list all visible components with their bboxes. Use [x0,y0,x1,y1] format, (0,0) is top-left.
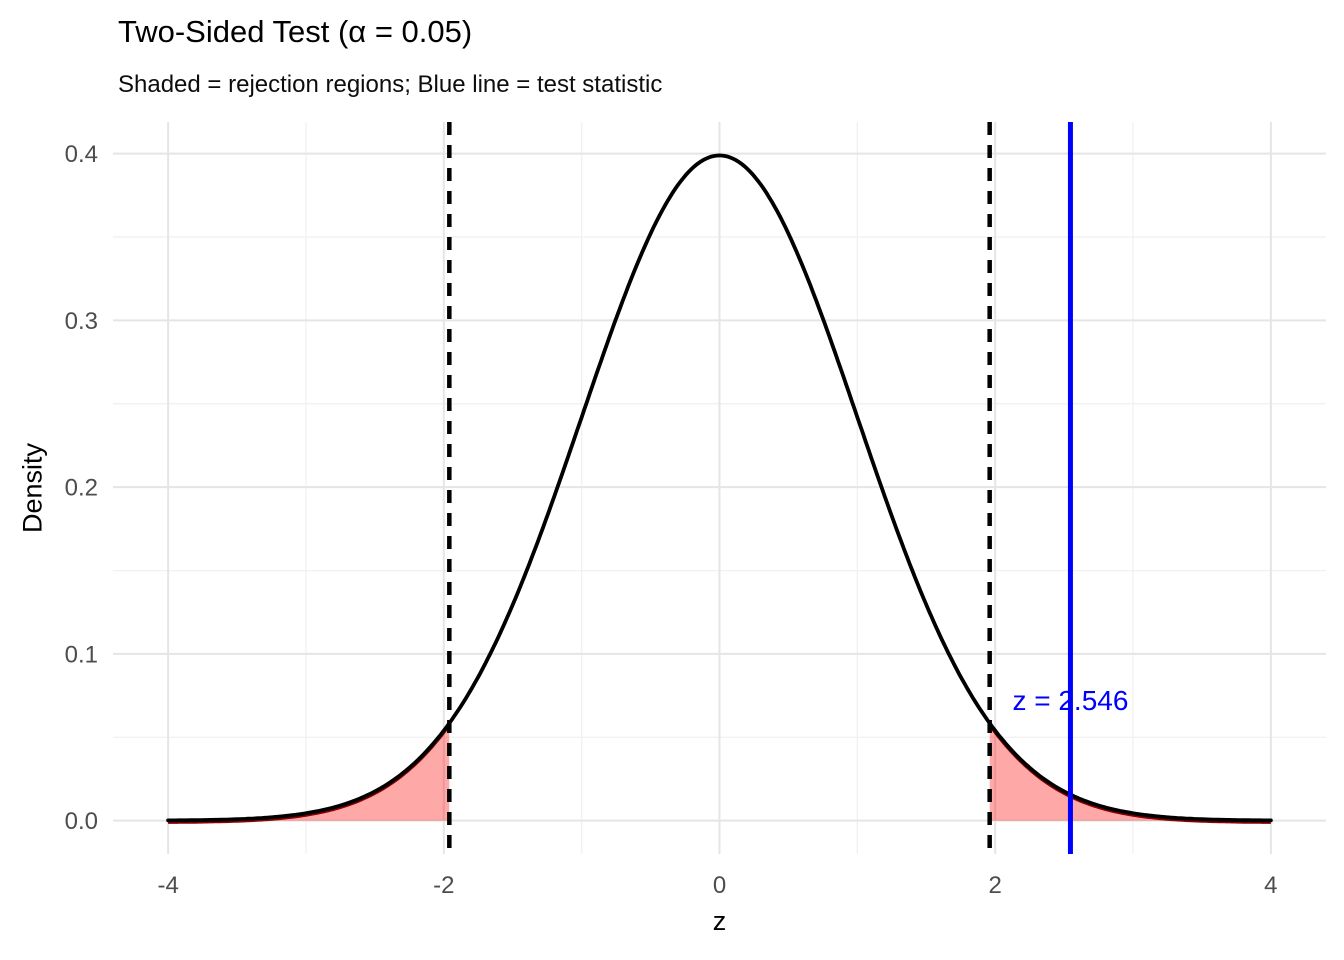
y-tick-labels: 0.0 0.1 0.2 0.3 0.4 [65,141,98,835]
x-tick-label: 4 [1264,872,1277,899]
plot-title: Two-Sided Test (α = 0.05) [118,14,473,49]
y-tick-label: 0.0 [65,808,98,835]
x-axis-title: z [712,906,727,936]
x-tick-label: 2 [989,872,1002,899]
y-tick-label: 0.4 [65,141,98,168]
x-tick-labels: -4 -2 0 2 4 [157,872,1277,899]
rejection-region-right [989,723,1271,821]
x-tick-label: -2 [433,872,454,899]
rejection-region-left [168,723,450,821]
x-tick-label: 0 [713,872,726,899]
x-tick-label: -4 [157,872,178,899]
test-statistic-label: z = 2.546 [1012,684,1129,716]
y-axis-title: Density [17,442,48,534]
y-tick-label: 0.2 [65,475,98,502]
plot-subtitle: Shaded = rejection regions; Blue line = … [118,71,663,98]
major-gridlines [113,122,1326,854]
density-curve [166,153,1273,823]
y-tick-label: 0.3 [65,308,98,335]
y-tick-label: 0.1 [65,641,98,668]
